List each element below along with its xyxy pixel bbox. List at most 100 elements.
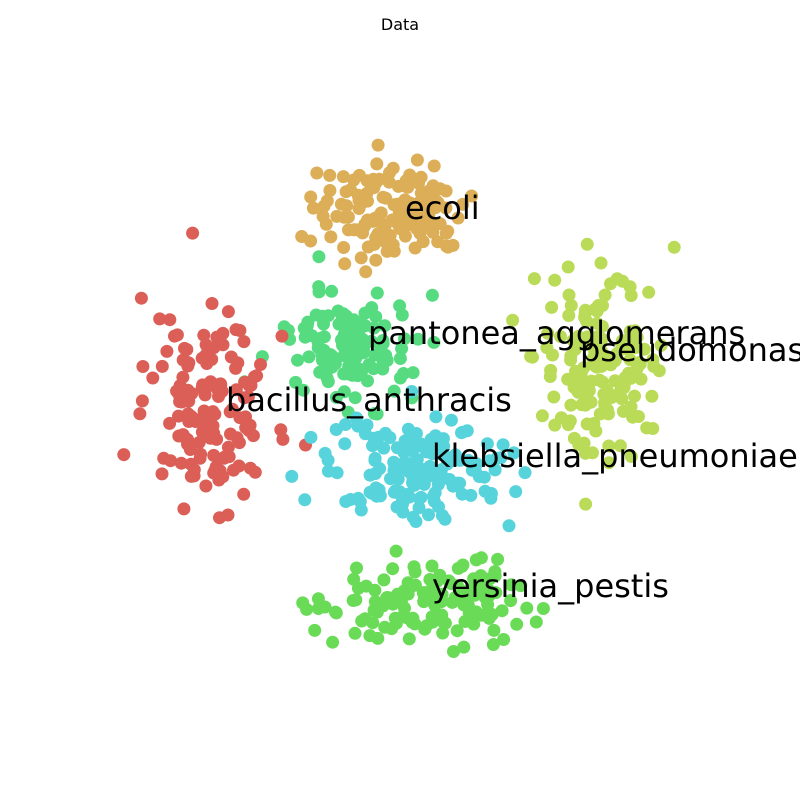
data-point: [597, 387, 611, 401]
series-bacillus_anthracis: [117, 226, 312, 525]
data-point: [350, 561, 363, 575]
data-point: [181, 383, 195, 397]
data-point: [359, 265, 373, 279]
data-point: [178, 354, 191, 367]
data-point: [378, 620, 392, 634]
data-point: [448, 448, 462, 462]
data-point: [451, 211, 465, 225]
data-point: [545, 300, 559, 314]
data-point: [366, 439, 379, 453]
data-point: [117, 448, 131, 462]
data-point: [438, 616, 452, 630]
data-point: [312, 280, 326, 294]
data-point: [504, 594, 518, 608]
data-point: [368, 348, 382, 362]
data-point: [509, 485, 523, 499]
data-point: [221, 508, 235, 522]
data-point: [212, 390, 225, 403]
data-point: [372, 172, 386, 186]
data-point: [456, 197, 470, 211]
data-point: [325, 284, 339, 298]
data-point: [248, 370, 261, 384]
data-point: [378, 426, 392, 440]
data-point: [485, 608, 499, 621]
data-point: [368, 451, 382, 465]
data-point: [207, 426, 221, 440]
data-point: [433, 217, 447, 231]
data-point: [389, 462, 403, 476]
data-point: [469, 553, 483, 567]
data-point: [608, 374, 622, 388]
cluster-label-klebsiella_pneumoniae: klebsiella_pneumoniae: [432, 437, 798, 475]
data-point: [370, 157, 384, 171]
data-point: [410, 153, 424, 167]
data-point: [377, 441, 391, 455]
data-point: [311, 602, 325, 615]
cluster-label-yersinia_pestis: yersinia_pestis: [432, 567, 669, 605]
data-point: [589, 424, 603, 438]
data-point: [393, 485, 407, 499]
data-point: [350, 331, 364, 345]
data-point: [330, 209, 344, 223]
data-point: [134, 291, 148, 305]
data-point: [312, 250, 326, 264]
data-point: [212, 378, 226, 391]
data-point: [361, 213, 374, 227]
series-ecoli: [295, 138, 479, 279]
data-point: [527, 272, 541, 286]
data-point: [561, 418, 575, 432]
data-point: [354, 503, 368, 517]
data-point: [461, 453, 475, 467]
data-point: [397, 445, 411, 459]
data-point: [465, 463, 479, 477]
data-point: [388, 611, 402, 625]
data-point: [547, 390, 561, 404]
data-point: [610, 272, 624, 286]
data-point: [216, 326, 230, 340]
data-point: [402, 465, 416, 479]
data-point: [450, 624, 464, 638]
data-point: [623, 280, 637, 294]
data-point: [336, 170, 350, 184]
cluster-label-pantonea_agglomerans: pantonea_agglomerans: [368, 314, 745, 352]
data-point: [444, 577, 458, 591]
data-point: [622, 338, 636, 352]
data-point: [588, 345, 602, 359]
data-point: [347, 173, 361, 187]
cluster-label-pseudomonas_aeruginosa: pseudomonas_aeruginosa: [580, 331, 800, 369]
data-point: [397, 367, 410, 380]
data-point: [495, 604, 509, 618]
data-point: [507, 446, 521, 460]
data-point: [285, 469, 299, 483]
data-point: [564, 353, 578, 367]
data-point: [393, 299, 407, 313]
data-point: [425, 288, 439, 302]
data-point: [548, 273, 562, 287]
data-point: [351, 491, 365, 505]
data-point: [429, 410, 443, 424]
data-point: [400, 611, 413, 625]
data-point: [187, 469, 201, 483]
data-point: [578, 303, 592, 317]
data-point: [562, 309, 576, 322]
data-point: [321, 375, 335, 389]
data-point: [320, 364, 334, 378]
data-point: [510, 617, 524, 631]
data-point: [329, 423, 343, 436]
data-point: [491, 552, 505, 566]
data-point: [482, 589, 496, 603]
data-point: [540, 341, 554, 355]
cluster-label-bacillus_anthracis: bacillus_anthracis: [226, 381, 512, 419]
data-point: [514, 579, 528, 593]
data-point: [229, 323, 243, 337]
data-point: [354, 251, 368, 265]
data-point: [536, 602, 550, 615]
data-point: [488, 569, 502, 583]
data-point: [474, 569, 488, 583]
data-point: [180, 343, 194, 356]
chart-title: Data: [381, 15, 419, 34]
points-layer: [117, 138, 681, 658]
data-point: [371, 138, 385, 152]
data-point: [224, 350, 238, 364]
